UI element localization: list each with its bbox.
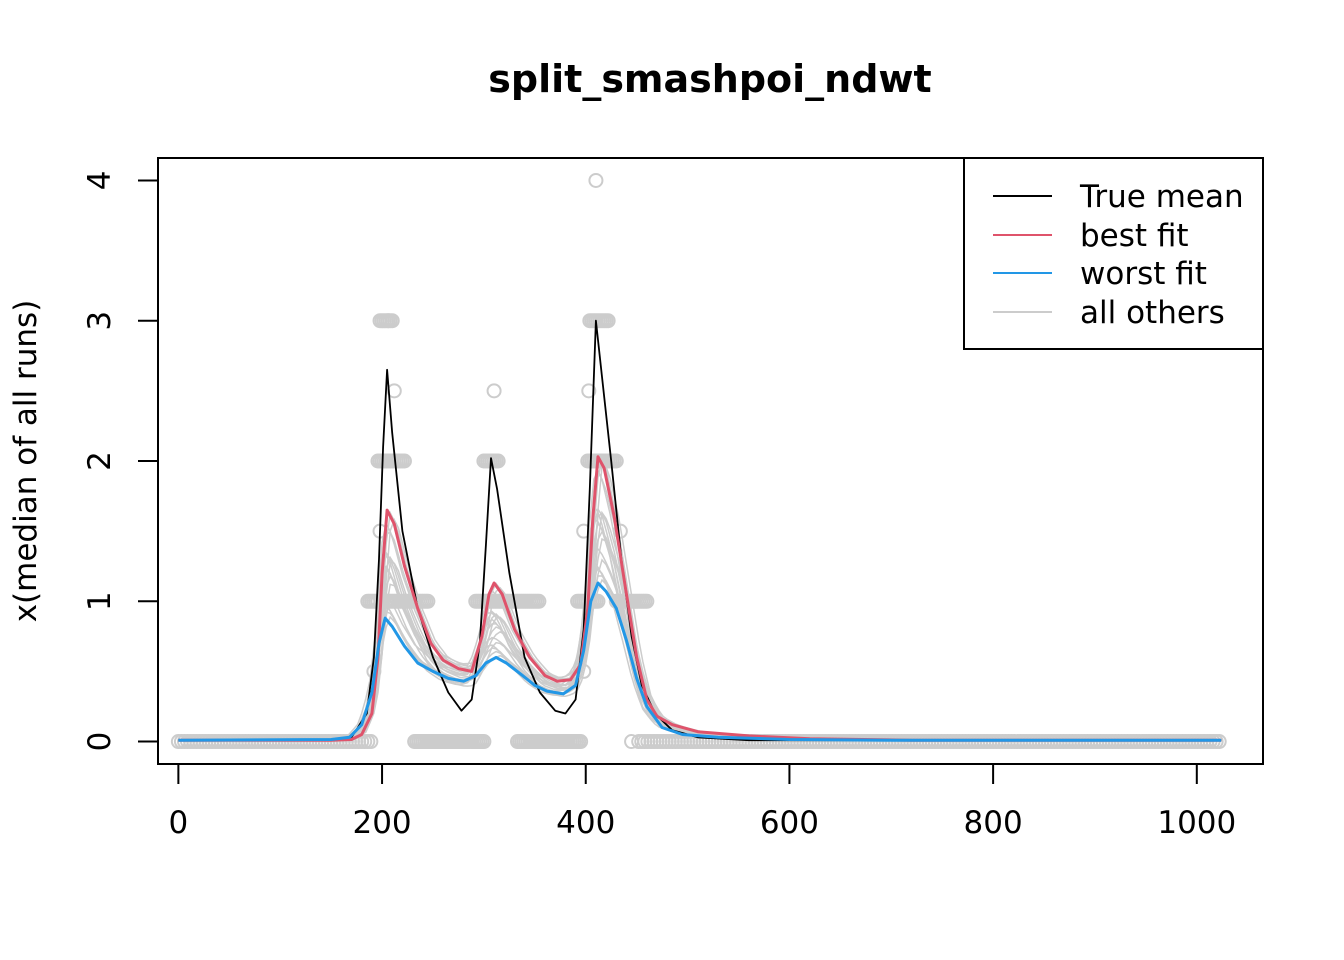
other-fit-line [178, 575, 1222, 741]
data-point [576, 523, 592, 539]
data-points-layer [170, 172, 1227, 750]
y-tick-label: 4 [82, 171, 118, 191]
x-tick-label: 200 [352, 805, 411, 841]
other-fit-line [178, 578, 1222, 741]
data-point [380, 313, 396, 329]
data-point [486, 383, 502, 399]
other-fit-line [178, 458, 1222, 741]
data-point [384, 313, 400, 329]
data-point [608, 453, 624, 469]
data-point [386, 383, 402, 399]
main-series-layer [178, 319, 1222, 742]
worst-fit-line [178, 581, 1222, 742]
x-tick-label: 1000 [1157, 805, 1236, 841]
other-fit-line [178, 465, 1222, 741]
x-tick-label: 0 [169, 805, 189, 841]
x-tick-label: 600 [760, 805, 819, 841]
legend-box [963, 157, 1264, 350]
other-fit-line [178, 537, 1222, 741]
x-tick-label: 800 [964, 805, 1023, 841]
y-tick-label: 2 [82, 451, 118, 471]
other-fit-line [178, 560, 1222, 742]
legend-label-worst-fit: worst fit [1080, 256, 1207, 292]
other-fit-line [178, 558, 1222, 742]
y-tick-label: 3 [82, 311, 118, 331]
other-fit-line [178, 469, 1222, 741]
other-fit-line [178, 567, 1222, 742]
data-point [531, 593, 547, 609]
data-point [624, 734, 640, 750]
other-fit-line [178, 518, 1222, 741]
legend-label-best-fit: best fit [1080, 218, 1189, 254]
other-fit-line [178, 510, 1222, 741]
legend-label-true-mean: True mean [1079, 179, 1244, 215]
data-point [600, 313, 616, 329]
x-axis: 0 200 400 600 800 1000 [169, 763, 1236, 841]
other-fit-line [178, 548, 1222, 741]
other-fits-layer [178, 458, 1222, 742]
chart-title: split_smashpoi_ndwt [488, 57, 931, 101]
true-mean-line [178, 319, 1222, 742]
other-fit-line [178, 521, 1222, 741]
data-point [396, 453, 412, 469]
data-point [573, 734, 589, 750]
legend-label-all-others: all others [1080, 295, 1225, 331]
data-point [420, 593, 436, 609]
other-fit-line [178, 512, 1222, 742]
data-point [363, 734, 379, 750]
other-fit-line [178, 503, 1222, 742]
data-point [639, 593, 655, 609]
y-axis-label: x(median of all runs) [8, 300, 44, 623]
plot-area [170, 172, 1227, 750]
x-tick-label: 400 [556, 805, 615, 841]
data-point [612, 523, 628, 539]
y-tick-label: 0 [82, 732, 118, 752]
best-fit-line [178, 455, 1222, 742]
y-axis: 0 1 2 3 4 [82, 171, 159, 752]
chart-legend: True mean best fit worst fit all others [963, 157, 1264, 350]
y-tick-label: 1 [82, 591, 118, 611]
data-point [581, 383, 597, 399]
data-point [476, 734, 492, 750]
other-fit-line [178, 507, 1222, 742]
other-fit-line [178, 468, 1222, 741]
data-point [588, 172, 604, 188]
other-fit-line [178, 530, 1222, 741]
